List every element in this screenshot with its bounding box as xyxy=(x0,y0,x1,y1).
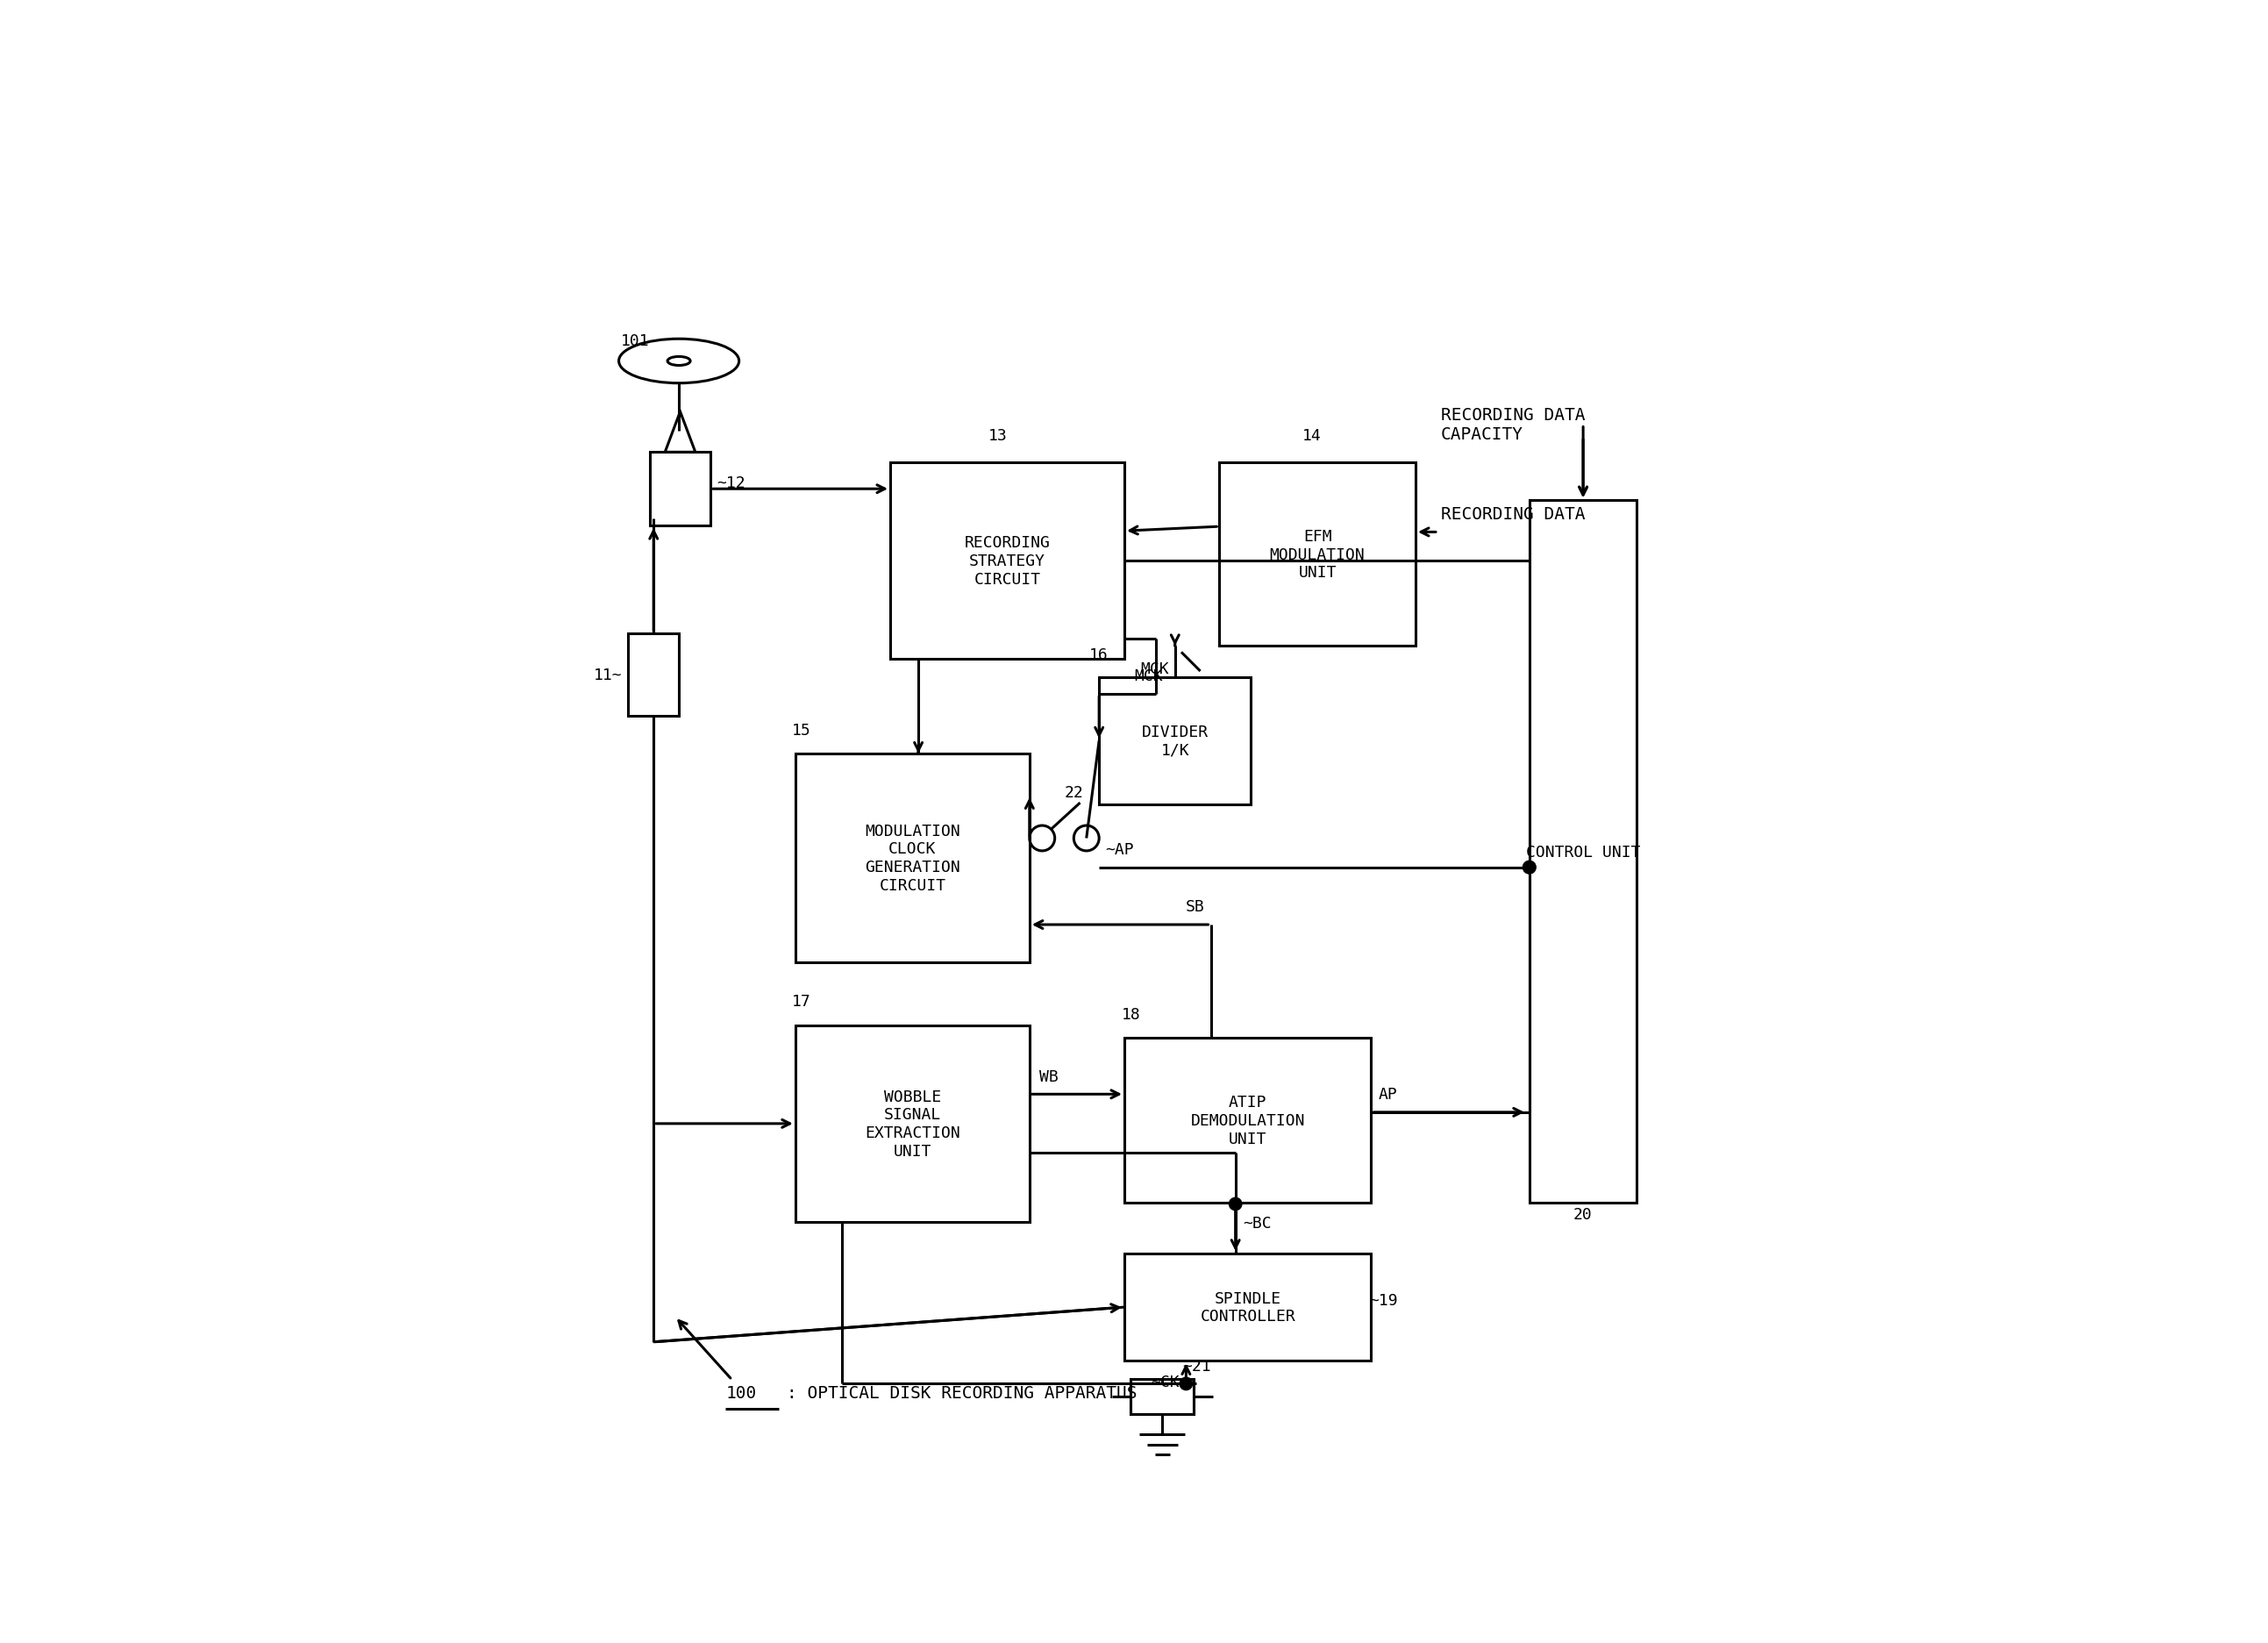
Bar xyxy=(891,463,1125,659)
Text: MCK: MCK xyxy=(1141,662,1168,677)
Text: AP: AP xyxy=(1379,1086,1397,1102)
Bar xyxy=(1125,1038,1372,1203)
Bar xyxy=(796,754,1030,963)
Text: 16: 16 xyxy=(1089,647,1109,662)
Text: 15: 15 xyxy=(792,723,812,739)
Circle shape xyxy=(1524,861,1535,874)
Bar xyxy=(628,634,678,716)
Text: 11~: 11~ xyxy=(594,667,621,682)
Bar xyxy=(651,453,710,526)
Text: ATIP
DEMODULATION
UNIT: ATIP DEMODULATION UNIT xyxy=(1191,1094,1304,1147)
Text: MCK: MCK xyxy=(1134,669,1163,683)
Text: RECORDING
STRATEGY
CIRCUIT: RECORDING STRATEGY CIRCUIT xyxy=(964,534,1050,587)
Ellipse shape xyxy=(619,340,739,384)
Text: 22: 22 xyxy=(1064,785,1084,800)
Text: RECORDING DATA: RECORDING DATA xyxy=(1440,506,1585,522)
Text: 100: 100 xyxy=(726,1385,758,1401)
Text: ~BC: ~BC xyxy=(1243,1216,1272,1231)
Text: 14: 14 xyxy=(1302,429,1322,444)
Text: : OPTICAL DISK RECORDING APPARATUS: : OPTICAL DISK RECORDING APPARATUS xyxy=(787,1385,1136,1401)
Bar xyxy=(1132,1378,1193,1415)
Bar xyxy=(1100,679,1252,805)
Text: CONTROL UNIT: CONTROL UNIT xyxy=(1526,845,1640,859)
Text: 18: 18 xyxy=(1120,1006,1141,1022)
Text: SB: SB xyxy=(1186,899,1204,915)
Ellipse shape xyxy=(667,357,689,366)
Text: ~CK: ~CK xyxy=(1152,1374,1179,1390)
Bar xyxy=(1529,501,1637,1203)
Text: WB: WB xyxy=(1039,1068,1059,1084)
Circle shape xyxy=(1229,1198,1243,1211)
Text: SPINDLE
CONTROLLER: SPINDLE CONTROLLER xyxy=(1200,1290,1295,1324)
Bar xyxy=(796,1025,1030,1222)
Text: DIVIDER
1/K: DIVIDER 1/K xyxy=(1141,725,1209,757)
Text: EFM
MODULATION
UNIT: EFM MODULATION UNIT xyxy=(1270,529,1365,580)
Text: 17: 17 xyxy=(792,994,812,1009)
Text: ~19: ~19 xyxy=(1370,1291,1397,1308)
Circle shape xyxy=(1179,1377,1193,1390)
Bar xyxy=(1125,1254,1372,1360)
Circle shape xyxy=(1524,861,1535,874)
Text: MODULATION
CLOCK
GENERATION
CIRCUIT: MODULATION CLOCK GENERATION CIRCUIT xyxy=(864,823,959,894)
Text: 13: 13 xyxy=(989,429,1007,444)
Text: 20: 20 xyxy=(1574,1206,1592,1222)
Text: WOBBLE
SIGNAL
EXTRACTION
UNIT: WOBBLE SIGNAL EXTRACTION UNIT xyxy=(864,1089,959,1158)
Text: RECORDING DATA
CAPACITY: RECORDING DATA CAPACITY xyxy=(1440,407,1585,444)
Bar xyxy=(1220,463,1415,646)
Text: ~21: ~21 xyxy=(1182,1357,1211,1374)
Text: ~AP: ~AP xyxy=(1105,841,1134,858)
Text: ~12: ~12 xyxy=(717,475,746,491)
Text: 101: 101 xyxy=(621,334,649,348)
